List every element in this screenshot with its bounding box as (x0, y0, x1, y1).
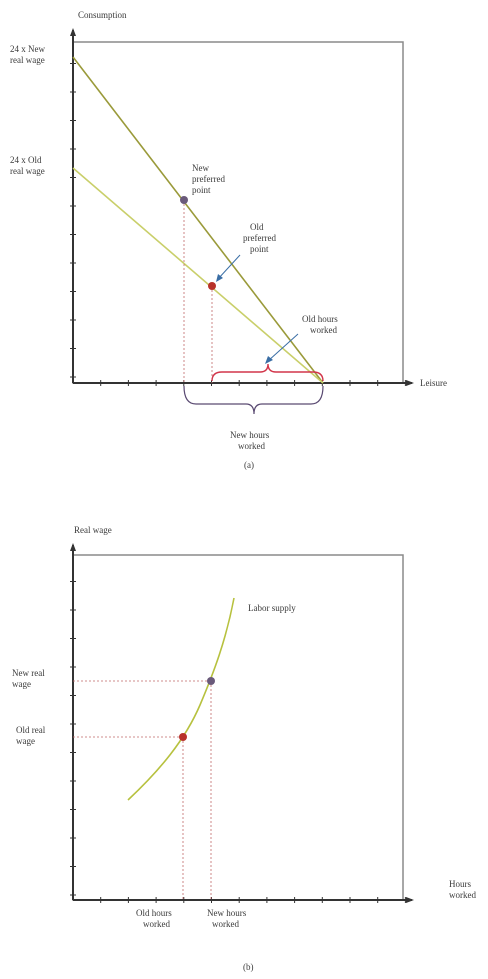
panel-b-new-wage-label-line1: New real (12, 668, 45, 678)
panel-a-new-point-label-line2: preferred (192, 174, 225, 184)
panel-a-y-axis-arrow (70, 28, 76, 36)
panel-b-old-wage-label-line2: wage (16, 736, 35, 746)
panel-a-old-point-label: Old preferred point (243, 222, 278, 254)
panel-b-x-ticks (100, 897, 406, 903)
panel-b-x-axis-label-line2: worked (449, 890, 476, 900)
panel-b-new-hours-label-line1: New hours (207, 908, 247, 918)
panel-a-y-axis-label: Consumption (78, 10, 127, 20)
panel-b-old-hours-label: Old hours worked (136, 908, 174, 929)
panel-b: Real wage New real wage Old real wage La… (12, 525, 476, 972)
panel-a: Consumption 24 x New real wage 24 x Old … (10, 10, 447, 470)
panel-b-y-axis-arrow (70, 543, 76, 551)
panel-a-old-hours-label-line2: worked (310, 325, 337, 335)
panel-a-new-point-label-line1: New (192, 163, 209, 173)
panel-b-frame (72, 554, 404, 901)
panel-b-old-wage-label-line1: Old real (16, 725, 46, 735)
panel-a-old-point-label-line1: Old (250, 222, 264, 232)
panel-a-old-hours-arrowhead (265, 356, 273, 364)
panel-a-old-hours-brace (211, 363, 324, 382)
panel-a-new-wage-label-line1: 24 x New (10, 44, 45, 54)
panel-b-x-axis-label: Hours worked (449, 879, 476, 900)
panel-a-new-hours-brace (183, 385, 324, 415)
panel-b-labor-supply-curve (127, 597, 235, 801)
panel-b-y-axis-label: Real wage (74, 525, 112, 535)
panel-a-old-wage-label-line2: real wage (10, 166, 45, 176)
panel-a-old-wage-label: 24 x Old real wage (10, 155, 45, 176)
panel-a-old-point-arrow (217, 254, 241, 280)
panel-a-new-point-label-line3: point (192, 185, 211, 195)
panel-a-new-wage-label: 24 x New real wage (10, 44, 47, 65)
panel-a-y-ticks (70, 63, 76, 378)
panel-a-new-hours-label: New hours worked (230, 430, 272, 451)
panel-a-frame (72, 41, 404, 384)
panel-b-y-ticks (70, 581, 76, 896)
panel-a-old-hours-arrow (267, 333, 299, 362)
panel-b-caption: (b) (243, 962, 254, 972)
panel-b-old-wage-label: Old real wage (16, 725, 48, 746)
panel-b-old-hours-label-line1: Old hours (136, 908, 172, 918)
panel-a-old-point-label-line2: preferred (243, 233, 276, 243)
panel-a-new-wage-label-line2: real wage (10, 55, 45, 65)
panel-a-new-preferred-point (180, 196, 188, 204)
panel-a-old-preferred-point (208, 282, 216, 290)
panel-b-new-hours-label: New hours worked (207, 908, 249, 929)
panel-a-new-point-label: New preferred point (192, 163, 227, 195)
panel-a-old-hours-label-line1: Old hours (302, 314, 338, 324)
panel-a-old-budget-line (72, 167, 324, 384)
panel-b-new-wage-label-line2: wage (12, 679, 31, 689)
panel-b-new-point (207, 677, 215, 685)
panel-b-x-axis-label-line1: Hours (449, 879, 471, 889)
panel-a-caption: (a) (244, 460, 254, 470)
panel-a-old-point-label-line3: point (250, 244, 269, 254)
panel-a-old-point-arrowhead (216, 274, 223, 282)
panel-a-x-axis-label: Leisure (420, 378, 447, 388)
panel-a-x-axis-arrow (406, 380, 414, 386)
panel-b-new-hours-label-line2: worked (212, 919, 239, 929)
panel-b-old-point (179, 733, 187, 741)
panel-a-old-hours-label: Old hours worked (302, 314, 340, 335)
panel-b-supply-label: Labor supply (248, 603, 296, 613)
panel-a-new-budget-line (72, 56, 324, 384)
panel-a-new-hours-label-line2: worked (238, 441, 265, 451)
panel-b-x-axis-arrow (406, 897, 414, 903)
panel-a-old-wage-label-line1: 24 x Old (10, 155, 42, 165)
panel-b-old-hours-label-line2: worked (143, 919, 170, 929)
panel-b-new-wage-label: New real wage (12, 668, 47, 689)
panel-a-new-hours-label-line1: New hours (230, 430, 270, 440)
